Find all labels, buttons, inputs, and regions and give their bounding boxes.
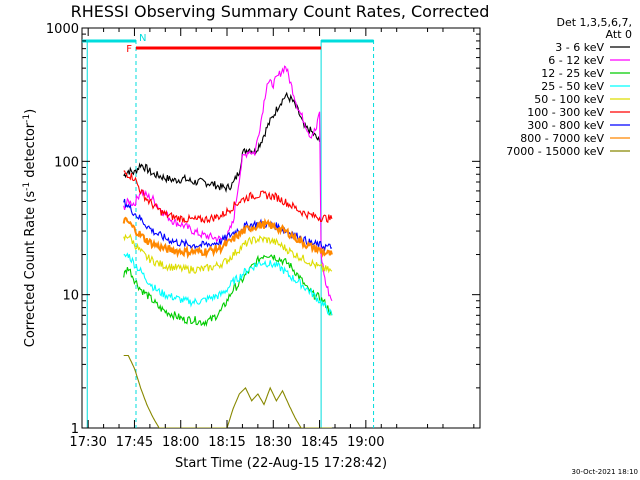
series-line xyxy=(123,198,333,252)
y-axis: 1 10 100 1000 xyxy=(46,22,480,437)
y-tick-label: 1 xyxy=(71,422,79,437)
x-tick-label: 18:45 xyxy=(301,435,338,450)
legend-entry-label: 50 - 100 keV xyxy=(534,93,604,106)
legend-entry-label: 100 - 300 keV xyxy=(527,106,604,119)
y-axis-label: Corrected Count Rate (s-1 detector-1) xyxy=(22,109,38,347)
y-tick-label: 10 xyxy=(62,289,79,304)
series-line xyxy=(122,216,333,260)
timestamp: 30-Oct-2021 18:10 xyxy=(572,468,638,476)
legend-entry-label: 300 - 800 keV xyxy=(527,119,604,132)
flag-bars: FN xyxy=(126,33,322,55)
y-tick-label: 100 xyxy=(54,155,79,170)
legend-entry-label: 7000 - 15000 keV xyxy=(506,145,604,158)
series-line xyxy=(123,252,333,316)
x-axis-label: Start Time (22-Aug-15 17:28:42) xyxy=(175,456,387,471)
legend-entry-label: 3 - 6 keV xyxy=(555,41,604,54)
x-tick-label: 18:15 xyxy=(208,435,245,450)
series-line xyxy=(123,170,333,224)
x-tick-label: 17:45 xyxy=(116,435,153,450)
legend-entry-label: 12 - 25 keV xyxy=(541,67,604,80)
x-tick-label: 17:30 xyxy=(69,435,106,450)
x-tick-label: 18:30 xyxy=(255,435,292,450)
flag-label: N xyxy=(139,33,146,44)
x-axis: 17:30 17:45 18:00 18:15 18:30 18:45 19:00 xyxy=(69,28,475,450)
series-line xyxy=(123,233,333,274)
chart-title: RHESSI Observing Summary Count Rates, Co… xyxy=(71,2,490,21)
series-line xyxy=(123,65,333,302)
legend-entry-label: 6 - 12 keV xyxy=(548,54,604,67)
legend-entry-label: 800 - 7000 keV xyxy=(520,132,604,145)
legend-header-line-1: Det 1,3,5,6,7, xyxy=(556,16,632,29)
y-tick-label: 1000 xyxy=(46,22,79,37)
legend-header-line-2: Att 0 xyxy=(606,28,632,41)
flag-label: F xyxy=(126,44,132,55)
x-tick-label: 18:00 xyxy=(162,435,199,450)
legend-entry-label: 25 - 50 keV xyxy=(541,80,604,93)
plot-frame xyxy=(81,27,481,429)
series-line xyxy=(123,254,333,328)
series-line xyxy=(123,91,321,194)
x-tick-label: 19:00 xyxy=(347,435,384,450)
